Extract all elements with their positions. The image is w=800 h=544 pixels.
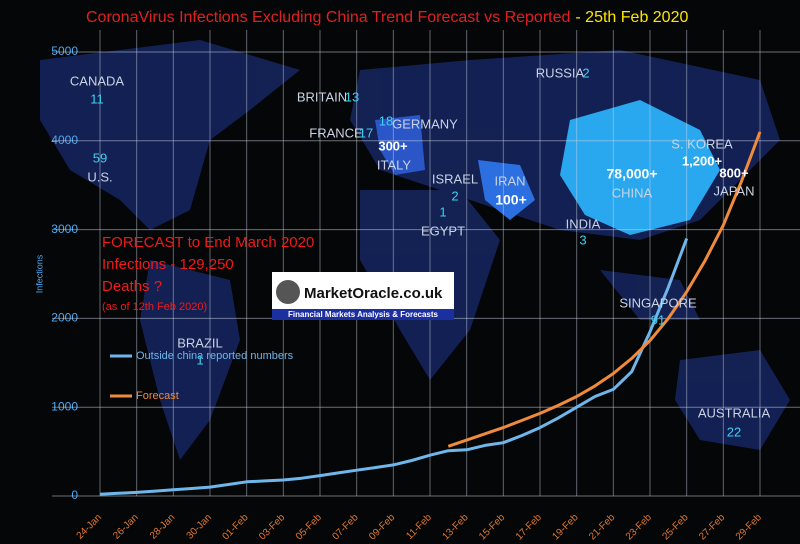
south-america — [140, 260, 240, 460]
map-label: INDIA — [566, 216, 601, 231]
map-label: 1,200+ — [682, 153, 723, 168]
series-line — [99, 237, 689, 496]
map-label: 800+ — [719, 165, 749, 180]
map-label: 1 — [196, 352, 203, 367]
map-label: ITALY — [377, 157, 412, 172]
y-axis-label: Infections — [34, 254, 44, 293]
map-label: SINGAPORE — [619, 295, 697, 310]
map-label: 13 — [345, 89, 359, 104]
y-tick-label: 5000 — [51, 44, 78, 58]
map-label: IRAN — [494, 173, 525, 188]
map-label: RUSSIA — [536, 65, 585, 80]
chart-title: CoronaVirus Infections Excluding China T… — [86, 9, 570, 26]
map-label: 2 — [451, 188, 458, 203]
world-map — [40, 40, 790, 460]
map-label: 78,000+ — [607, 166, 658, 182]
map-label: 2 — [582, 65, 589, 80]
map-label: 100+ — [495, 192, 527, 208]
logo: MarketOracle.co.uk Financial Markets Ana… — [272, 272, 454, 320]
map-label: BRAZIL — [177, 335, 223, 350]
y-tick-label: 0 — [71, 488, 78, 502]
map-label: U.S. — [87, 169, 112, 184]
map-label: BRITAIN — [297, 89, 347, 104]
y-tick-label: 1000 — [51, 399, 78, 413]
series-line — [447, 131, 762, 448]
north-america — [40, 40, 300, 230]
logo-tagline: Financial Markets Analysis & Forecasts — [288, 310, 439, 319]
china-highlight — [560, 100, 720, 235]
map-label: 17 — [359, 125, 373, 140]
map-label: FRANCE — [309, 125, 363, 140]
map-label: GERMANY — [392, 116, 458, 131]
y-tick-label: 4000 — [51, 133, 78, 147]
legend-label: Outside china reported numbers — [136, 350, 294, 362]
iran-highlight — [478, 160, 535, 220]
annotation: FORECAST to End March 2020 — [102, 234, 314, 251]
map-label: 59 — [93, 150, 107, 165]
legend-label: Forecast — [136, 390, 179, 402]
y-tick-label: 2000 — [51, 311, 78, 325]
annotation: (as of 12th Feb 2020) — [102, 301, 207, 313]
map-label: ISRAEL — [432, 171, 478, 186]
map-label: 18 — [379, 113, 393, 128]
map-label: 300+ — [378, 138, 408, 153]
australia — [675, 350, 790, 450]
map-label: AUSTRALIA — [698, 405, 771, 420]
map-label: 1 — [439, 204, 446, 219]
map-label: 22 — [727, 424, 741, 439]
title-date: - 25th Feb 2020 — [575, 9, 688, 26]
map-label: 3 — [579, 232, 586, 247]
europe-highlight — [375, 115, 425, 175]
map-label: CANADA — [70, 73, 125, 88]
annotation: Deaths ? — [102, 278, 162, 295]
map-label: JAPAN — [714, 183, 755, 198]
logo-name: MarketOracle.co.uk — [304, 285, 443, 302]
map-label: S. KOREA — [671, 136, 733, 151]
logo-band — [272, 309, 454, 320]
map-label: CHINA — [612, 185, 653, 200]
y-tick-label: 3000 — [51, 222, 78, 236]
map-label: EGYPT — [421, 223, 465, 238]
logo-icon — [276, 280, 300, 304]
map-label: 11 — [90, 91, 104, 106]
annotation: Infections - 129,250 — [102, 256, 234, 273]
map-label: 91 — [651, 312, 665, 327]
forecast-note: FORECAST to End March 2020 Infections - … — [102, 234, 314, 313]
